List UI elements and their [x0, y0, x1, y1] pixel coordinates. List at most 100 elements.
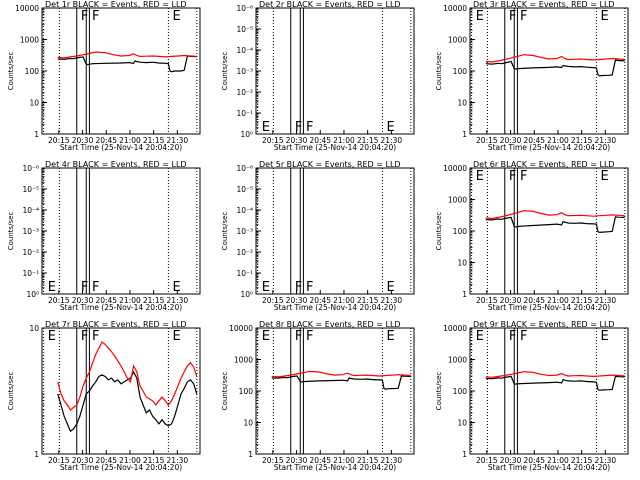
y-axis-label: Counts/sec — [435, 52, 443, 91]
x-tick-label: 21:00 — [547, 136, 569, 145]
y-tick-label: 10⁻¹ — [236, 109, 253, 118]
y-tick-label: 10⁻⁵ — [236, 185, 253, 194]
series-events-line — [485, 375, 625, 391]
x-tick-label: 20:45 — [95, 296, 117, 305]
x-tick-label: 21:00 — [119, 136, 141, 145]
series-events-line — [485, 216, 625, 234]
y-axis-label: Counts/sec — [7, 372, 15, 411]
y-tick-label: 1 — [462, 290, 467, 299]
plot-frame — [469, 7, 629, 135]
x-tick-label: 21:15 — [357, 456, 379, 465]
y-tick-label: 1 — [462, 450, 467, 459]
panel-title: Det 4r BLACK = Events, RED = LLD — [45, 160, 187, 169]
series-events-line — [57, 370, 198, 433]
y-tick-label: 10⁻² — [236, 248, 253, 257]
x-tick-label: 21:00 — [333, 136, 355, 145]
x-tick-label: 21:00 — [119, 456, 141, 465]
y-tick-label: 10000 — [229, 324, 253, 333]
flag-label: E — [262, 280, 270, 295]
series-lld-line — [485, 371, 625, 379]
panel-title: Det 7r BLACK = Events, RED = LLD — [45, 320, 187, 329]
flag-label: E — [387, 120, 395, 135]
flag-label: E — [601, 329, 609, 344]
flag-label: E — [173, 329, 181, 344]
series-events-line — [271, 375, 411, 390]
x-tick-label: 21:30 — [167, 296, 189, 305]
y-axis-label: Counts/sec — [221, 52, 229, 91]
flag-label: E — [601, 9, 609, 24]
flag-label: F — [520, 9, 527, 24]
y-axis-label: Counts/sec — [7, 212, 15, 251]
x-tick-label: 20:30 — [72, 456, 94, 465]
series-lld-line — [485, 54, 625, 63]
y-tick-label: 10⁻³ — [236, 227, 253, 236]
y-tick-label: 10⁻³ — [236, 67, 253, 76]
x-tick-label: 20:30 — [500, 136, 522, 145]
x-tick-label: 20:45 — [95, 456, 117, 465]
y-tick-label: 10⁻⁵ — [236, 25, 253, 34]
flag-label: E — [476, 9, 484, 24]
y-tick-label: 10⁻³ — [22, 227, 39, 236]
x-tick-label: 21:00 — [547, 296, 569, 305]
x-tick-label: 20:15 — [476, 136, 498, 145]
flag-label: F — [81, 329, 88, 344]
panel-det-3: Det 3r BLACK = Events, RED = LLD Counts/s… — [435, 0, 629, 152]
y-axis-label: Counts/sec — [435, 372, 443, 411]
x-tick-label: 20:45 — [523, 296, 545, 305]
panel-det-5: Det 5r BLACK = Events, RED = LLD Counts/s… — [221, 160, 415, 312]
flag-label: E — [476, 329, 484, 344]
flag-label: E — [173, 280, 181, 295]
flag-label: F — [92, 9, 99, 24]
x-tick-label: 21:30 — [381, 136, 403, 145]
plot-frame — [41, 167, 201, 295]
x-tick-label: 20:45 — [95, 136, 117, 145]
flag-label: E — [262, 329, 270, 344]
y-tick-label: 1000 — [448, 356, 467, 365]
x-tick-label: 20:15 — [48, 136, 70, 145]
x-tick-label: 20:45 — [523, 456, 545, 465]
y-tick-label: 100 — [453, 227, 468, 236]
x-tick-label: 20:15 — [476, 296, 498, 305]
panel-title: Det 6r BLACK = Events, RED = LLD — [473, 160, 615, 169]
y-tick-label: 10⁰ — [26, 290, 39, 299]
x-axis-label: Start Time (25-Nov-14 20:04:20) — [274, 143, 396, 152]
x-tick-label: 20:45 — [309, 136, 331, 145]
y-tick-label: 10⁻¹ — [22, 269, 39, 278]
y-tick-label: 1 — [248, 450, 253, 459]
x-tick-label: 20:30 — [286, 456, 308, 465]
x-tick-label: 20:45 — [309, 456, 331, 465]
x-tick-label: 20:30 — [286, 136, 308, 145]
y-tick-label: 10⁻¹ — [236, 269, 253, 278]
y-tick-label: 1000 — [20, 36, 39, 45]
panel-det-2: Det 2r BLACK = Events, RED = LLD Counts/s… — [221, 0, 415, 152]
flag-label: E — [48, 329, 56, 344]
plot-frame — [41, 327, 201, 455]
x-tick-label: 21:30 — [381, 296, 403, 305]
x-tick-label: 21:15 — [571, 456, 593, 465]
y-tick-label: 1 — [34, 450, 39, 459]
y-tick-label: 10⁻⁶ — [236, 164, 253, 173]
flag-label: E — [48, 280, 56, 295]
y-tick-label: 1 — [34, 130, 39, 139]
flag-label: E — [262, 120, 270, 135]
x-tick-label: 20:30 — [72, 136, 94, 145]
plot-frame — [255, 327, 415, 455]
y-axis-label: Counts/sec — [435, 212, 443, 251]
y-tick-label: 100 — [25, 67, 40, 76]
x-tick-label: 20:30 — [72, 296, 94, 305]
flag-label: F — [306, 120, 313, 135]
y-tick-label: 1000 — [448, 196, 467, 205]
x-tick-label: 20:15 — [48, 456, 70, 465]
panel-title: Det 8r BLACK = Events, RED = LLD — [259, 320, 401, 329]
x-axis-label: Start Time (25-Nov-14 20:04:20) — [274, 303, 396, 312]
flag-label: F — [81, 9, 88, 24]
x-tick-label: 21:15 — [143, 296, 165, 305]
x-tick-label: 21:15 — [143, 136, 165, 145]
x-tick-label: 20:30 — [500, 296, 522, 305]
y-tick-label: 10⁻⁴ — [236, 46, 253, 55]
flag-label: E — [387, 280, 395, 295]
flag-label: F — [509, 9, 516, 24]
y-tick-label: 10⁻⁵ — [22, 185, 39, 194]
x-axis-label: Start Time (25-Nov-14 20:04:20) — [60, 463, 182, 472]
